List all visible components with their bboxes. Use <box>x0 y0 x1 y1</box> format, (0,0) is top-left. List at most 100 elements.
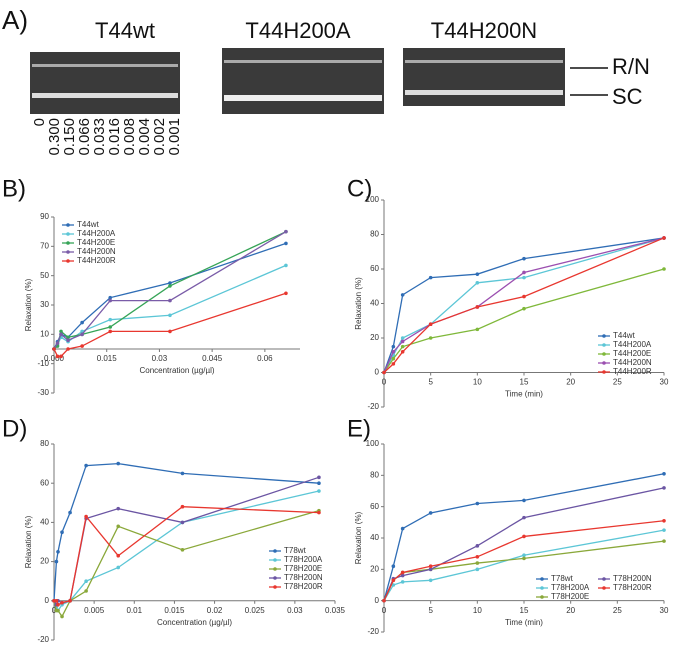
data-point <box>428 511 433 515</box>
y-tick-label: -20 <box>367 402 379 411</box>
y-tick-label: 80 <box>370 230 379 239</box>
data-point <box>84 579 88 583</box>
data-point <box>475 567 480 572</box>
x-tick-label: 0.025 <box>245 606 266 615</box>
gel-title: T44H200N <box>431 18 537 43</box>
legend-marker <box>602 361 606 365</box>
x-tick-label: 0.015 <box>97 354 118 363</box>
lane-label: 0.002 <box>151 118 168 156</box>
y-tick-label: 100 <box>366 195 380 204</box>
y-axis-label: Relaxation (%) <box>24 278 33 331</box>
legend-marker <box>66 250 70 254</box>
band-label: R/N <box>612 54 650 79</box>
x-tick-label: 0 <box>382 378 387 387</box>
data-point <box>168 284 172 288</box>
legend-label: T44wt <box>77 220 100 229</box>
data-point <box>522 306 526 311</box>
x-tick-label: 0.06 <box>257 354 273 363</box>
data-point <box>428 564 433 568</box>
legend-label: T44H200R <box>77 256 116 265</box>
panel-label: D) <box>2 415 27 442</box>
data-point <box>84 589 88 593</box>
data-point <box>116 553 121 558</box>
panel-label: C) <box>347 175 372 202</box>
legend-label: T44H200A <box>613 340 652 349</box>
panel-label: E) <box>347 415 371 442</box>
lane-label: 0.008 <box>121 118 138 156</box>
x-tick-label: 15 <box>520 606 529 615</box>
data-point <box>80 344 84 348</box>
x-tick-label: 30 <box>660 606 669 615</box>
data-point <box>382 598 386 603</box>
series-line <box>53 462 319 601</box>
legend-label: T44H200N <box>613 358 652 367</box>
series-line <box>53 292 287 357</box>
data-point <box>522 515 526 520</box>
legend-label: T78H200R <box>613 583 652 592</box>
x-tick-label: 15 <box>520 378 529 387</box>
legend-marker <box>66 259 70 263</box>
data-point <box>662 539 666 543</box>
y-tick-label: 20 <box>40 557 49 566</box>
data-point <box>56 602 60 607</box>
data-point <box>475 555 480 559</box>
data-point <box>116 506 121 511</box>
data-point <box>400 293 405 297</box>
data-point <box>52 347 56 351</box>
data-point <box>391 583 396 587</box>
y-axis-label: Relaxation (%) <box>24 515 33 568</box>
data-point <box>317 510 321 515</box>
data-point <box>522 294 526 299</box>
data-point <box>54 559 59 564</box>
data-point <box>116 524 121 529</box>
x-tick-label: 25 <box>613 378 622 387</box>
data-point <box>56 550 60 554</box>
y-tick-label: 40 <box>370 299 379 308</box>
gel-image <box>30 48 608 114</box>
gel-title: T44H200A <box>245 18 351 43</box>
legend-marker <box>66 241 70 245</box>
x-tick-label: 10 <box>473 606 482 615</box>
data-point <box>59 354 63 359</box>
legend-label: T44H200A <box>77 229 116 238</box>
data-point <box>522 275 526 280</box>
data-point <box>391 350 396 354</box>
y-tick-label: 70 <box>40 241 49 250</box>
data-point <box>284 263 288 268</box>
y-tick-label: 30 <box>40 300 49 309</box>
data-point <box>55 341 60 345</box>
legend-label: T78H200E <box>284 564 322 573</box>
x-axis-label: Concentration (µg/µl) <box>157 618 232 627</box>
x-tick-label: 0.03 <box>152 354 168 363</box>
lane-label: 0 <box>31 118 48 126</box>
x-axis-label: Time (min) <box>505 618 543 627</box>
data-point <box>180 548 185 552</box>
data-point <box>60 530 64 534</box>
legend-label: T78H200N <box>613 574 652 583</box>
data-point <box>382 370 386 375</box>
lane-label: 0.004 <box>136 118 153 156</box>
data-point <box>522 256 526 261</box>
legend-label: T78H200R <box>284 582 323 591</box>
data-point <box>475 327 480 332</box>
data-point <box>54 599 59 603</box>
data-point <box>108 317 113 322</box>
data-point <box>400 350 405 354</box>
data-point <box>60 614 64 619</box>
x-axis-label: Time (min) <box>505 390 543 399</box>
data-point <box>168 298 172 303</box>
legend-label: T44H200R <box>613 367 652 376</box>
y-tick-label: -20 <box>37 635 49 644</box>
y-tick-label: 0 <box>375 596 380 605</box>
data-point <box>475 501 480 506</box>
y-axis-label: Relaxation (%) <box>354 277 363 330</box>
legend-marker <box>273 576 277 580</box>
lane-label: 0.066 <box>76 118 93 156</box>
lane-label: 0.016 <box>106 118 123 156</box>
data-point <box>475 281 480 285</box>
y-axis-label: Relaxation (%) <box>354 511 363 564</box>
x-tick-label: 0 <box>382 606 387 615</box>
data-point <box>168 313 172 318</box>
x-tick-label: 5 <box>428 606 433 615</box>
